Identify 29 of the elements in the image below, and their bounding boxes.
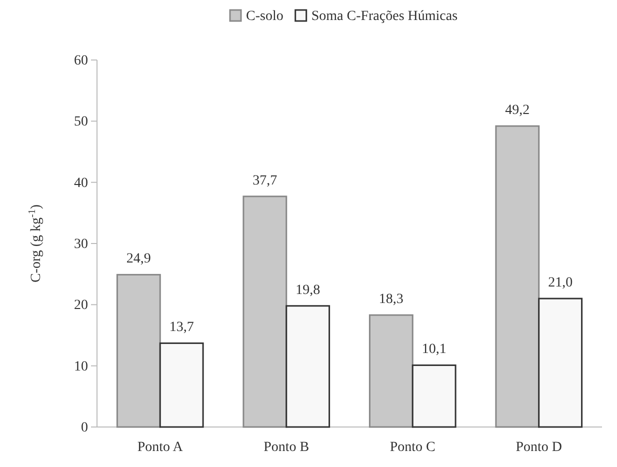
y-tick-label: 50 [74,114,88,130]
y-tick-label: 60 [74,53,88,68]
y-tick-label: 20 [74,298,88,314]
data-label: 21,0 [548,276,573,291]
bar [159,342,204,428]
y-tick-label: 0 [81,420,88,436]
bar [116,274,161,428]
x-tick-label: Ponto B [264,440,310,455]
data-label: 13,7 [169,320,194,336]
y-tick-label: 40 [74,176,88,191]
x-tick-label: Ponto C [390,440,436,455]
bar [286,305,330,428]
legend-label: Soma C-Frações Húmicas [311,9,458,24]
bar [368,314,414,428]
y-tick-label: 30 [74,236,88,252]
bar [495,125,540,428]
bar [538,298,583,428]
bar [412,364,456,428]
x-tick-label: Ponto D [516,440,562,455]
data-label: 37,7 [252,173,278,188]
data-label: 10,1 [422,342,446,358]
data-label: 24,9 [126,252,151,267]
y-tick-label: 10 [74,359,88,374]
data-label: 49,2 [505,103,530,118]
x-tick-label: Ponto A [137,440,184,455]
data-label: 19,8 [296,282,320,298]
legend-label: C-solo [246,9,284,24]
data-label: 18,3 [378,292,404,308]
bar [242,196,288,428]
